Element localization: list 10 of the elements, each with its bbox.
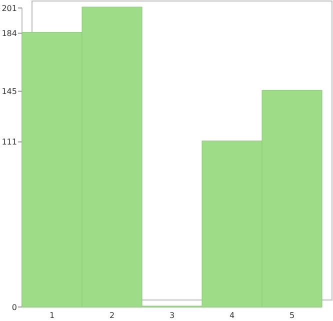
x-tick-label: 3 — [169, 311, 175, 320]
y-tick-label: 184 — [2, 29, 17, 38]
x-tick-label: 1 — [49, 311, 55, 320]
y-tick-label: 111 — [2, 138, 17, 147]
y-tick-label: 201 — [2, 4, 17, 13]
x-tick-label: 2 — [109, 311, 115, 320]
y-tick-label: 145 — [2, 87, 17, 96]
x-tick-label: 4 — [229, 311, 235, 320]
x-tick-label: 5 — [289, 311, 295, 320]
y-tick-label: 0 — [12, 302, 17, 312]
